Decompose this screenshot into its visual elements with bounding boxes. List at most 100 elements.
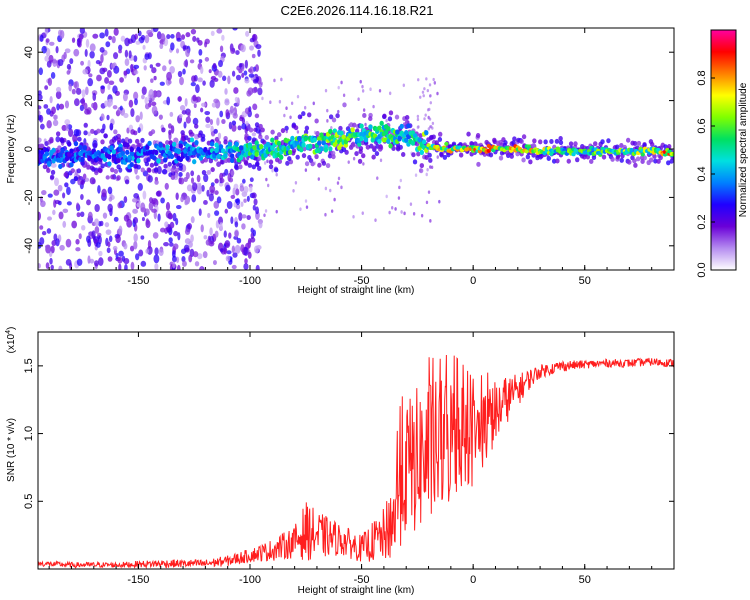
snr-x-tick-label: -50	[354, 574, 370, 586]
spectrogram-halo-cell	[147, 167, 152, 173]
spectrogram-noise-cell	[218, 60, 223, 68]
spectrogram-noise-cell	[75, 247, 81, 252]
spectrogram-halo-cell	[201, 170, 207, 176]
spectrogram-ridge-cell	[189, 137, 195, 143]
spectrogram-halo-cell	[86, 146, 91, 152]
spectrogram-ridge-cell	[279, 154, 284, 160]
spectrogram-noise-cell	[388, 210, 391, 215]
spectrogram-noise-cell	[185, 116, 191, 124]
snr-y-tick-label: 1.0	[23, 426, 35, 441]
spectrogram-noise-cell	[118, 49, 122, 54]
spectrogram-noise-cell	[213, 77, 219, 82]
spectrogram-noise-cell	[271, 168, 274, 173]
spectrogram-ridge-cell	[357, 141, 362, 147]
spectrogram-halo-cell	[113, 129, 118, 135]
spectrogram-halo-cell	[434, 140, 439, 146]
spectrogram-noise-cell	[133, 241, 138, 250]
spectrogram-halo-cell	[168, 140, 173, 146]
spectrogram-halo-cell	[593, 141, 598, 147]
spectrogram-noise-cell	[47, 77, 53, 87]
spectrogram-noise-cell	[197, 39, 203, 46]
spectrogram-ridge-cell	[258, 144, 264, 150]
spectrogram-noise-cell	[212, 62, 217, 69]
spectrogram-noise-cell	[106, 114, 110, 121]
spectrogram-halo-cell	[244, 135, 249, 141]
spectrogram-noise-cell	[195, 84, 200, 94]
spectrogram-halo-cell	[254, 122, 260, 128]
spectrogram-halo-cell	[270, 129, 275, 135]
spectrogram-noise-cell	[184, 200, 189, 206]
spectrogram-ridge-cell	[444, 141, 449, 146]
spectrogram-noise-cell	[198, 59, 203, 64]
spectrogram-ridge-cell	[629, 147, 634, 152]
spectrogram-halo-cell	[247, 162, 253, 168]
spectrogram-noise-cell	[278, 99, 282, 104]
spectrogram-noise-cell	[38, 114, 44, 123]
spectrogram-noise-cell	[113, 65, 120, 74]
spectrogram-halo-cell	[531, 152, 536, 158]
spectrogram-noise-cell	[82, 68, 89, 75]
spectrogram-ridge-cell	[671, 152, 674, 157]
spectrogram-noise-cell	[94, 226, 100, 234]
spectrogram-noise-cell	[84, 177, 90, 182]
spectrogram-halo-cell	[295, 154, 300, 160]
spectrogram-noise-cell	[412, 211, 416, 216]
spectrogram-noise-cell	[99, 220, 104, 227]
spectrogram-ridge-cell	[60, 148, 65, 154]
spectrogram-noise-cell	[59, 29, 65, 39]
spectrogram-noise-cell	[185, 48, 190, 58]
spectrogram-halo-cell	[328, 114, 334, 120]
spectrogram-noise-cell	[213, 200, 220, 209]
spectrogram-noise-cell	[303, 105, 307, 110]
spectrogram-halo-cell	[144, 161, 150, 167]
spectrogram-noise-cell	[200, 66, 204, 75]
spectrogram-noise-cell	[65, 259, 72, 266]
spectrogram-noise-cell	[92, 92, 97, 101]
spectrogram-noise-cell	[144, 96, 148, 105]
spectrogram-noise-cell	[251, 192, 257, 199]
spectrogram-noise-cell	[151, 105, 158, 115]
spectrogram-noise-cell	[139, 111, 143, 121]
spectrogram-noise-cell	[361, 84, 364, 89]
spectrogram-ridge-cell	[250, 154, 255, 160]
spectrogram-noise-cell	[254, 245, 259, 254]
spectrogram-halo-cell	[418, 168, 424, 174]
spectrogram-noise-cell	[123, 258, 130, 265]
spectrogram-noise-cell	[429, 219, 432, 223]
spectrogram-noise-cell	[244, 78, 250, 84]
spectrogram-noise-cell	[364, 122, 367, 127]
spectrogram-halo-cell	[412, 159, 418, 165]
spectrogram-noise-cell	[160, 33, 166, 43]
spectrogram-halo-cell	[154, 179, 159, 185]
spectrogram-noise-cell	[426, 89, 430, 93]
spectrogram-ridge-cell	[67, 141, 72, 147]
spectrogram-noise-cell	[98, 250, 103, 257]
colorbar-tick-label: 0.6	[696, 118, 708, 133]
spectrogram-noise-cell	[68, 83, 72, 92]
spectrogram-halo-cell	[635, 156, 641, 162]
spectrogram-noise-cell	[204, 41, 208, 48]
spectrogram-noise-cell	[53, 189, 60, 196]
spectrogram-ridge-cell	[323, 147, 329, 153]
spectrogram-ridge-cell	[399, 123, 404, 129]
spectrogram-noise-cell	[226, 200, 233, 210]
spectrogram-halo-cell	[258, 123, 263, 129]
spectrogram-noise-cell	[216, 28, 223, 34]
spectrogram-halo-cell	[428, 157, 433, 163]
spectrogram-noise-cell	[52, 119, 59, 127]
spectrogram-noise-cell	[425, 77, 428, 81]
spectrogram-halo-cell	[325, 163, 331, 169]
spectrogram-noise-cell	[299, 207, 302, 211]
spectrogram-noise-cell	[197, 77, 203, 83]
spectrogram-noise-cell	[38, 93, 43, 101]
spectrogram-noise-cell	[95, 60, 101, 65]
spectrogram-halo-cell	[124, 136, 129, 142]
spectrogram-ridge-cell	[192, 159, 197, 165]
spectrogram-noise-cell	[124, 37, 130, 47]
spectrogram-halo-cell	[243, 159, 249, 165]
spectrogram-halo-cell	[642, 142, 647, 148]
spectrogram-halo-cell	[498, 155, 504, 161]
spectrogram-noise-cell	[421, 90, 425, 94]
spectrogram-ridge-cell	[194, 140, 199, 146]
